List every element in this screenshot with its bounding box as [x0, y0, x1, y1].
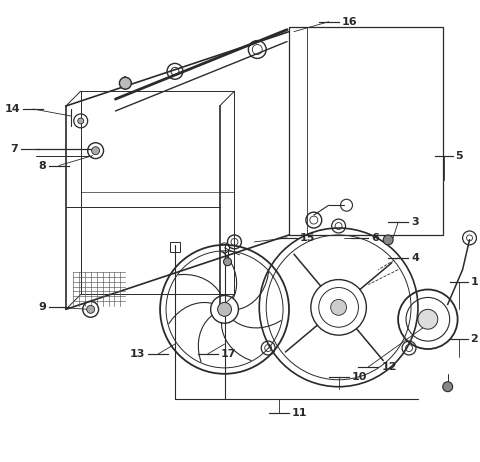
Circle shape — [443, 382, 453, 392]
Text: 8: 8 — [38, 160, 46, 170]
Circle shape — [120, 77, 132, 89]
Text: 12: 12 — [381, 362, 397, 372]
Circle shape — [92, 147, 99, 155]
Text: 15: 15 — [300, 233, 315, 243]
Circle shape — [217, 303, 231, 316]
Circle shape — [418, 310, 438, 329]
Text: 16: 16 — [342, 17, 357, 27]
Text: 1: 1 — [470, 277, 478, 286]
Circle shape — [383, 235, 393, 245]
Text: 13: 13 — [130, 349, 145, 359]
Text: 2: 2 — [470, 334, 478, 344]
Circle shape — [331, 299, 347, 315]
Bar — [170, 242, 180, 252]
Text: 6: 6 — [372, 233, 379, 243]
Text: 14: 14 — [5, 104, 20, 114]
Text: 11: 11 — [292, 408, 308, 419]
Text: 3: 3 — [411, 217, 419, 227]
Circle shape — [78, 118, 84, 124]
Text: 9: 9 — [38, 302, 46, 312]
Text: 7: 7 — [11, 144, 18, 154]
Circle shape — [224, 258, 231, 266]
Text: 5: 5 — [456, 151, 463, 161]
Text: 17: 17 — [221, 349, 236, 359]
Circle shape — [87, 305, 95, 313]
Bar — [289, 27, 443, 235]
Text: 10: 10 — [351, 372, 367, 382]
Text: 4: 4 — [411, 253, 419, 263]
